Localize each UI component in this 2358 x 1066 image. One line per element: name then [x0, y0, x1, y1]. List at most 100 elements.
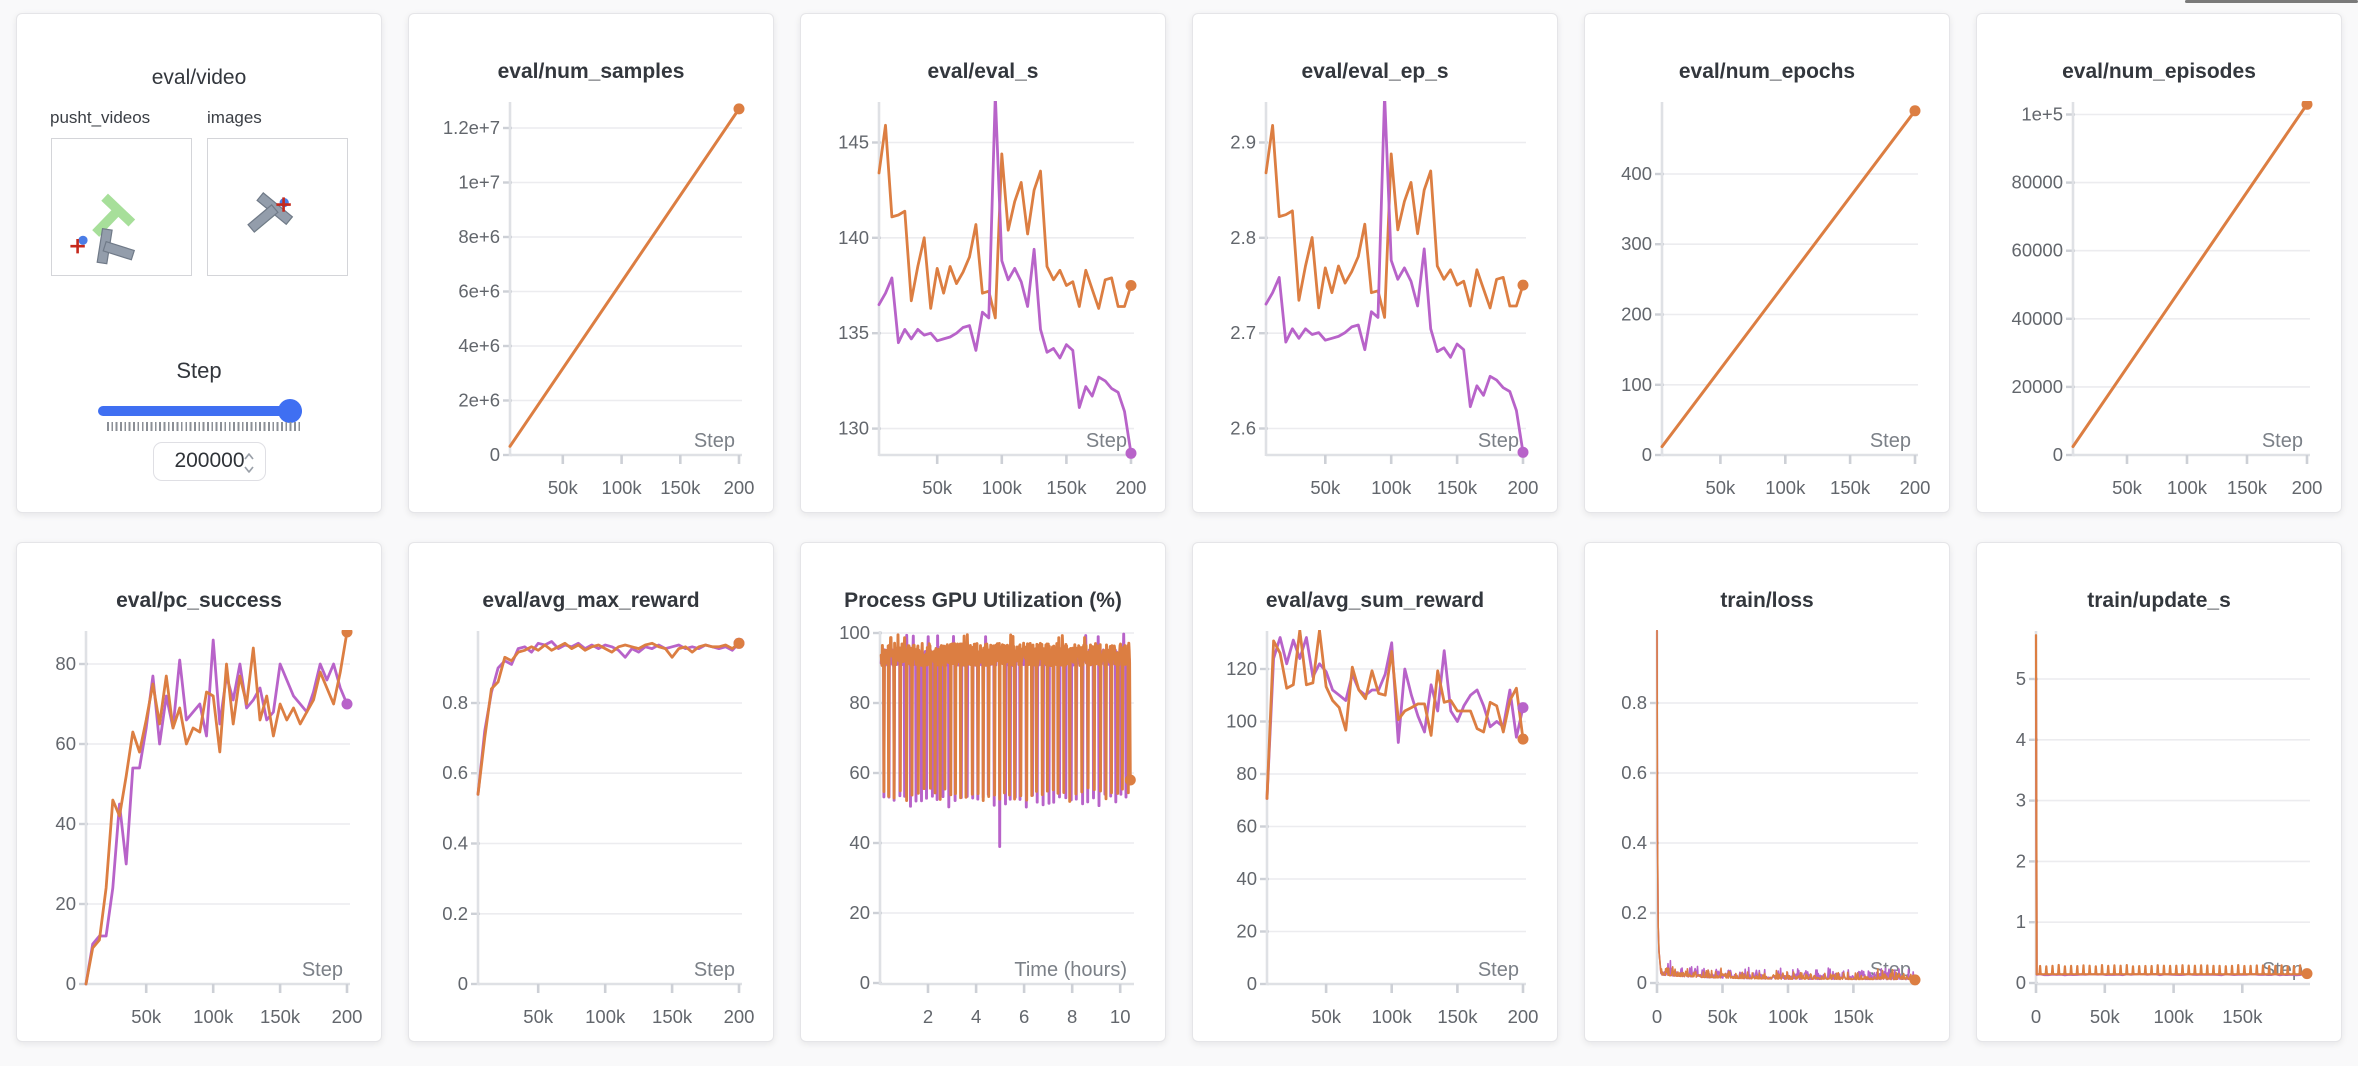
svg-text:80: 80 [1236, 763, 1257, 784]
svg-text:Step: Step [1086, 430, 1127, 452]
svg-text:50k: 50k [523, 1006, 554, 1027]
svg-text:5: 5 [2016, 668, 2026, 689]
svg-text:150k: 150k [1833, 1006, 1874, 1027]
svg-text:Step: Step [2262, 430, 2303, 452]
svg-text:100k: 100k [193, 1006, 234, 1027]
svg-text:200: 200 [1900, 477, 1931, 498]
svg-text:200: 200 [1508, 477, 1539, 498]
svg-text:50k: 50k [2090, 1006, 2121, 1027]
svg-text:0.8: 0.8 [442, 692, 468, 713]
svg-text:Step: Step [1478, 959, 1519, 981]
svg-text:2: 2 [923, 1006, 933, 1027]
svg-text:20: 20 [1236, 921, 1257, 942]
svg-text:40: 40 [849, 832, 870, 853]
svg-text:150k: 150k [1046, 477, 1087, 498]
svg-text:2: 2 [2016, 850, 2026, 871]
svg-text:100k: 100k [2167, 477, 2208, 498]
svg-text:Step: Step [694, 430, 735, 452]
svg-text:100k: 100k [602, 477, 643, 498]
svg-text:0: 0 [860, 972, 870, 993]
svg-text:40: 40 [55, 813, 76, 834]
svg-text:1e+5: 1e+5 [2021, 104, 2063, 125]
svg-text:0: 0 [490, 444, 500, 465]
svg-text:80000: 80000 [2012, 172, 2063, 193]
svg-text:8e+6: 8e+6 [458, 226, 500, 247]
svg-text:150k: 150k [660, 477, 701, 498]
svg-text:Step: Step [302, 959, 343, 981]
svg-text:200: 200 [2292, 477, 2323, 498]
svg-text:100: 100 [1226, 711, 1257, 732]
svg-text:60: 60 [849, 762, 870, 783]
svg-text:200: 200 [1508, 1006, 1539, 1027]
svg-text:8: 8 [1067, 1006, 1077, 1027]
svg-text:100k: 100k [1765, 477, 1806, 498]
svg-text:80: 80 [849, 692, 870, 713]
svg-text:Step: Step [1870, 430, 1911, 452]
svg-text:0: 0 [66, 973, 76, 994]
svg-text:0.6: 0.6 [442, 762, 468, 783]
svg-text:100k: 100k [1768, 1006, 1809, 1027]
svg-text:0.6: 0.6 [1621, 762, 1647, 783]
svg-text:0: 0 [458, 973, 468, 994]
svg-text:6: 6 [1019, 1006, 1029, 1027]
svg-text:150k: 150k [2227, 477, 2268, 498]
svg-text:20: 20 [849, 902, 870, 923]
svg-text:10: 10 [1110, 1006, 1131, 1027]
svg-text:150k: 150k [260, 1006, 301, 1027]
svg-text:20000: 20000 [2012, 376, 2063, 397]
svg-text:1e+7: 1e+7 [458, 172, 500, 193]
svg-text:6e+6: 6e+6 [458, 281, 500, 302]
svg-text:0.4: 0.4 [442, 833, 468, 854]
svg-text:100k: 100k [1372, 1006, 1413, 1027]
svg-text:200: 200 [332, 1006, 363, 1027]
svg-text:0.2: 0.2 [1621, 902, 1647, 923]
svg-text:100k: 100k [585, 1006, 626, 1027]
svg-text:60: 60 [55, 733, 76, 754]
svg-text:50k: 50k [1310, 477, 1341, 498]
svg-text:Step: Step [694, 959, 735, 981]
svg-text:0.2: 0.2 [442, 903, 468, 924]
svg-text:4e+6: 4e+6 [458, 335, 500, 356]
svg-text:150k: 150k [1830, 477, 1871, 498]
svg-text:50k: 50k [1311, 1006, 1342, 1027]
svg-text:50k: 50k [2112, 477, 2143, 498]
svg-text:2.7: 2.7 [1230, 322, 1256, 343]
svg-text:40: 40 [1236, 868, 1257, 889]
svg-text:40000: 40000 [2012, 308, 2063, 329]
svg-text:200: 200 [724, 477, 755, 498]
svg-text:80: 80 [55, 653, 76, 674]
svg-text:145: 145 [838, 132, 869, 153]
svg-text:0: 0 [1247, 973, 1257, 994]
svg-text:200: 200 [1621, 304, 1652, 325]
svg-text:400: 400 [1621, 163, 1652, 184]
svg-text:0: 0 [1637, 972, 1647, 993]
svg-text:100k: 100k [2154, 1006, 2195, 1027]
svg-text:0: 0 [2053, 444, 2063, 465]
svg-text:50k: 50k [131, 1006, 162, 1027]
svg-text:140: 140 [838, 227, 869, 248]
svg-text:100: 100 [1621, 374, 1652, 395]
svg-text:0: 0 [1642, 444, 1652, 465]
svg-text:4: 4 [2016, 729, 2026, 750]
svg-text:100: 100 [839, 622, 870, 643]
svg-text:150k: 150k [1437, 1006, 1478, 1027]
svg-text:100k: 100k [982, 477, 1023, 498]
svg-text:300: 300 [1621, 233, 1652, 254]
svg-text:2e+6: 2e+6 [458, 390, 500, 411]
svg-text:200: 200 [1116, 477, 1147, 498]
svg-text:Step: Step [1478, 430, 1519, 452]
svg-text:50k: 50k [548, 477, 579, 498]
svg-text:130: 130 [838, 418, 869, 439]
svg-text:150k: 150k [1437, 477, 1478, 498]
svg-text:100k: 100k [1371, 477, 1412, 498]
svg-text:Time (hours): Time (hours) [1014, 959, 1127, 981]
svg-text:135: 135 [838, 322, 869, 343]
svg-text:50k: 50k [922, 477, 953, 498]
svg-text:150k: 150k [2222, 1006, 2263, 1027]
svg-text:60: 60 [1236, 816, 1257, 837]
svg-text:0.4: 0.4 [1621, 832, 1647, 853]
svg-text:0.8: 0.8 [1621, 692, 1647, 713]
svg-text:0: 0 [2031, 1006, 2041, 1027]
svg-text:2.6: 2.6 [1230, 418, 1256, 439]
svg-text:20: 20 [55, 893, 76, 914]
